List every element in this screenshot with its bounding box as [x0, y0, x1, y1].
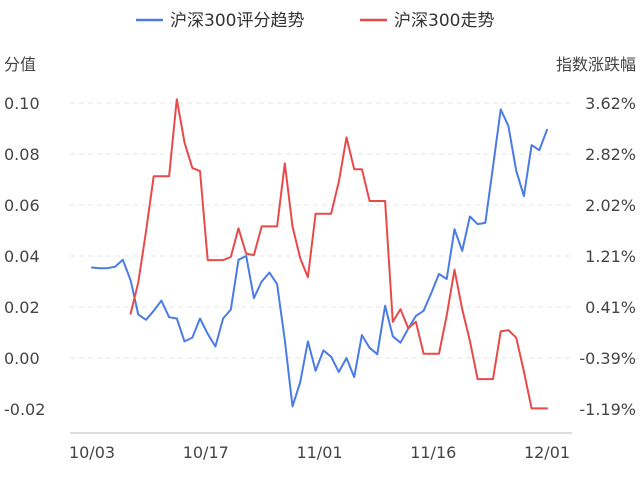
- right-tick-label: 3.62%: [585, 94, 636, 113]
- right-tick-label: -0.39%: [579, 349, 636, 368]
- series-line-index: [129, 98, 548, 410]
- left-tick-label: 0.08: [4, 145, 40, 164]
- legend-label-score: 沪深300评分趋势: [170, 11, 304, 31]
- right-tick-label: 2.82%: [585, 145, 636, 164]
- series-lines: [91, 98, 548, 410]
- x-tick-label: 10/17: [183, 443, 229, 462]
- x-tick-label: 12/01: [524, 443, 570, 462]
- series-line-score: [91, 108, 548, 408]
- x-axis-ticks: 10/03 10/17 11/01 11/16 12/01: [69, 443, 570, 462]
- left-axis-title: 分值: [4, 55, 36, 74]
- left-tick-label: -0.02: [4, 400, 45, 419]
- right-tick-label: 0.41%: [585, 298, 636, 317]
- left-tick-label: 0.10: [4, 94, 40, 113]
- right-tick-label: 1.21%: [585, 247, 636, 266]
- legend-label-index: 沪深300走势: [394, 11, 494, 31]
- right-tick-label: 2.02%: [585, 196, 636, 215]
- left-tick-label: 0.04: [4, 247, 40, 266]
- x-tick-label: 10/03: [69, 443, 115, 462]
- x-tick-label: 11/16: [410, 443, 456, 462]
- right-tick-label: -1.19%: [579, 400, 636, 419]
- left-tick-label: 0.02: [4, 298, 40, 317]
- left-tick-label: 0.06: [4, 196, 40, 215]
- left-tick-label: 0.00: [4, 349, 40, 368]
- right-axis-ticks: 3.62% 2.82% 2.02% 1.21% 0.41% -0.39% -1.19%: [579, 94, 636, 419]
- legend: 沪深300评分趋势 沪深300走势: [136, 11, 494, 31]
- x-tick-label: 11/01: [296, 443, 342, 462]
- left-axis-ticks: 0.10 0.08 0.06 0.04 0.02 0.00 -0.02: [4, 94, 45, 419]
- right-axis-title: 指数涨跌幅: [556, 55, 636, 74]
